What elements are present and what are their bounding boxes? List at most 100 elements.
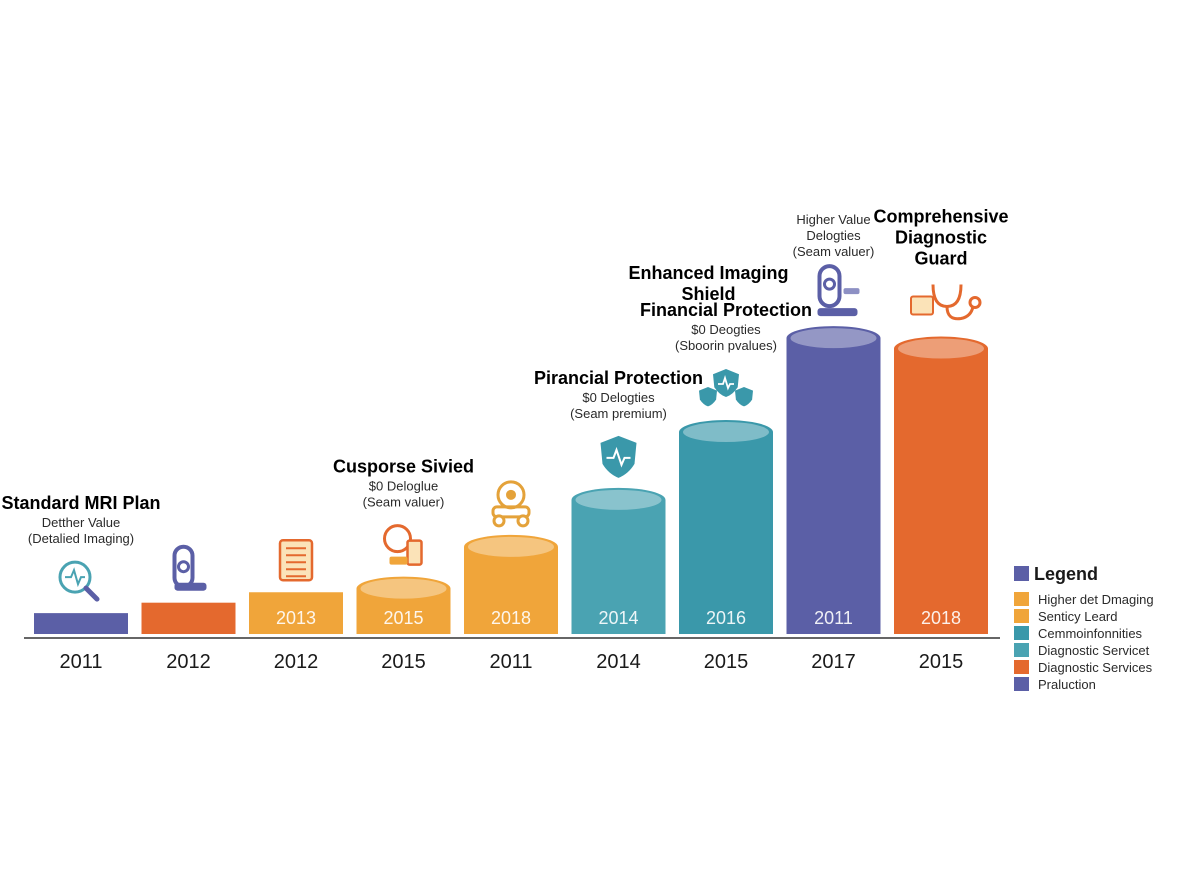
- bar-value-label: 2018: [491, 608, 531, 628]
- document-list-icon: [278, 539, 314, 582]
- annotation-subtext: (Seam valuer): [793, 244, 875, 259]
- legend: Legend Higher det Dmaging Senticy Leard Cem…: [1014, 564, 1154, 692]
- legend-item: Diagnostic Services: [1014, 660, 1153, 675]
- bar-annotation: [278, 539, 314, 582]
- bar-2: [141, 602, 236, 634]
- x-tick-label: 2015: [381, 651, 426, 673]
- bar-body: [894, 336, 988, 634]
- annotation-title: Enhanced Imaging: [628, 263, 788, 283]
- triple-shield-icon: [699, 369, 753, 407]
- bar-value-label: 2014: [598, 608, 638, 628]
- legend-swatch: [1014, 677, 1029, 691]
- bar-value-label: 2013: [276, 608, 316, 628]
- bar-body: [679, 420, 773, 634]
- x-tick-label: 2012: [166, 651, 211, 673]
- bar-annotation: [491, 480, 531, 528]
- bar-value-label: 2018: [921, 608, 961, 628]
- x-tick-labels: 2011 2012 2012 2015 2011 2014 2015 2017 2015: [59, 651, 963, 673]
- bar-value-label: 2015: [383, 608, 423, 628]
- bar-7: 2016: [679, 420, 773, 634]
- scanner-figure-icon: [383, 524, 423, 566]
- bars-group: 2013 2015 2018 2014 2016 2011 2018: [34, 326, 988, 634]
- legend-swatch: [1014, 643, 1029, 657]
- legend-swatch: [1014, 626, 1029, 640]
- x-tick-label: 2017: [811, 651, 856, 673]
- legend-title: Legend: [1034, 564, 1098, 584]
- bar-top-cap: [790, 328, 877, 349]
- bar-annotation: [172, 544, 207, 591]
- bar-value-label: 2011: [814, 608, 853, 628]
- annotation-subtext: Delogties: [806, 228, 861, 243]
- bar-5: 2018: [464, 534, 558, 634]
- bar-1: [34, 613, 128, 634]
- bar-6: 2014: [571, 487, 666, 634]
- legend-label: Higher det Dmaging: [1038, 592, 1154, 607]
- bar-9: 2018: [894, 336, 988, 634]
- legend-swatch: [1014, 609, 1029, 623]
- bar-body: [786, 326, 881, 634]
- legend-item: Cemmoinfonnities: [1014, 626, 1143, 641]
- annotation-subtext: (Sboorin pvalues): [675, 338, 777, 353]
- annotation-subtext: (Seam premium): [570, 406, 667, 421]
- annotation-title: Guard: [914, 249, 967, 269]
- legend-label: Diagnostic Servicet: [1038, 643, 1150, 658]
- legend-label: Diagnostic Services: [1038, 660, 1153, 675]
- annotation-title: Pirancial Protection: [534, 368, 703, 388]
- annotation-title: Standard MRI Plan: [1, 493, 160, 513]
- bar-top-cap: [575, 489, 662, 510]
- annotation-subtext: Higher Value: [796, 212, 870, 227]
- x-tick-label: 2015: [704, 651, 749, 673]
- x-tick-label: 2011: [489, 651, 532, 673]
- legend-item: Praluction: [1014, 677, 1096, 692]
- annotation-title: Financial Protection: [640, 300, 812, 320]
- bar-body: [571, 487, 666, 634]
- bar-top-cap: [898, 338, 984, 359]
- bar-annotation: (Detalied Imaging)Detther Value Standard …: [1, 493, 161, 602]
- stethoscope-icon: [910, 284, 982, 321]
- bar-annotation: (Seam premium)$0 Delogties Pirancial Prot…: [534, 368, 703, 478]
- bar-3: 2013: [249, 592, 343, 634]
- x-tick-label: 2015: [919, 651, 964, 673]
- bar-rect: [249, 592, 343, 634]
- annotation-subtext: (Detalied Imaging): [28, 531, 134, 546]
- shield-heartbeat-icon: [600, 435, 637, 478]
- annotation-subtext: Detther Value: [42, 515, 121, 530]
- mri-scanner-icon: [172, 544, 207, 591]
- legend-title-swatch: [1014, 566, 1029, 581]
- x-tick-label: 2012: [274, 651, 319, 673]
- bar-top-cap: [683, 422, 769, 443]
- bar-annotation: (Sboorin pvalues)$0 Deogties Financial Pr…: [640, 300, 812, 407]
- x-tick-label: 2014: [596, 651, 641, 673]
- annotation-title: Comprehensive: [873, 207, 1008, 227]
- annotation-title: Shield: [681, 284, 735, 304]
- legend-label: Praluction: [1038, 677, 1096, 692]
- bar-rect: [34, 613, 128, 634]
- annotation-title: Diagnostic: [895, 228, 987, 248]
- annotations-group: (Detalied Imaging)Detther Value Standard …: [1, 207, 1009, 602]
- legend-swatch: [1014, 592, 1029, 606]
- annotation-subtext: $0 Deloglue: [369, 479, 438, 494]
- bar-8: 2011: [786, 326, 881, 634]
- annotation-subtext: $0 Delogties: [582, 390, 655, 405]
- annotation-subtext: (Seam valuer): [363, 495, 445, 510]
- bar-body: [464, 534, 558, 634]
- legend-swatch: [1014, 660, 1029, 674]
- legend-item: Higher det Dmaging: [1014, 592, 1154, 607]
- annotation-title: Cusporse Sivied: [333, 457, 474, 477]
- legend-label: Senticy Leard: [1038, 609, 1118, 624]
- bar-top-cap: [360, 578, 447, 599]
- bar-value-label: 2016: [706, 608, 746, 628]
- bar-top-cap: [468, 536, 554, 557]
- legend-item: Diagnostic Servicet: [1014, 643, 1150, 658]
- bar-annotation: (Seam valuer)$0 Deloglue Cusporse Sivied: [333, 457, 474, 566]
- bar-rect: [141, 602, 236, 634]
- mri-machine-icon: [817, 264, 860, 317]
- annotation-subtext: $0 Deogties: [691, 322, 761, 337]
- machine-icon: [491, 480, 531, 528]
- legend-label: Cemmoinfonnities: [1038, 626, 1143, 641]
- bar-4: 2015: [356, 576, 451, 634]
- x-tick-label: 2011: [59, 651, 102, 673]
